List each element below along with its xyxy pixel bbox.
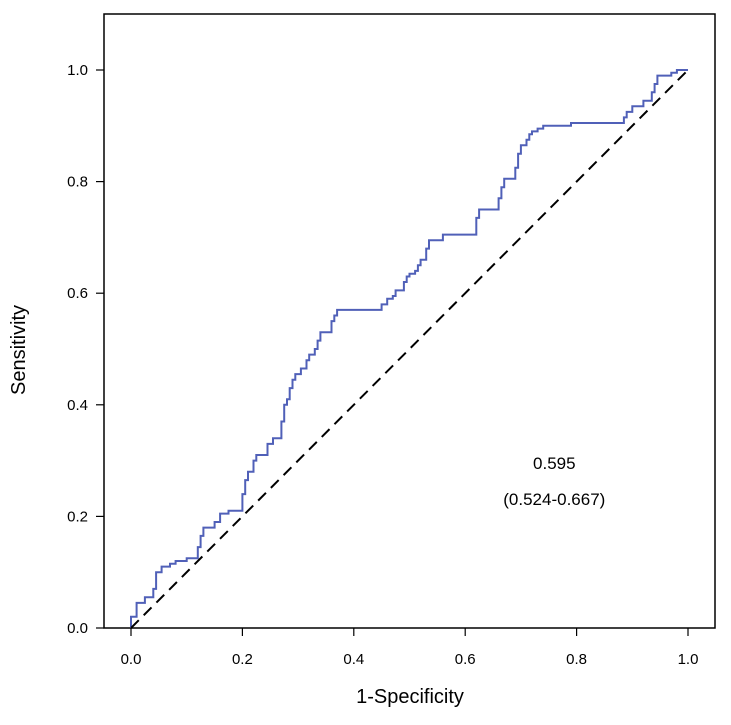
y-tick-label: 0.0 bbox=[67, 620, 88, 637]
x-axis-title: 1-Specificity bbox=[356, 686, 464, 708]
y-tick-label: 0.2 bbox=[67, 508, 88, 525]
x-axis-ticks: 0.0 0.2 0.4 0.6 0.8 1.0 bbox=[121, 628, 699, 668]
y-tick-label: 1.0 bbox=[67, 62, 88, 79]
y-axis-ticks: 0.0 0.2 0.4 0.6 0.8 1.0 bbox=[67, 62, 104, 637]
plot-frame bbox=[103, 13, 716, 629]
x-tick-label: 0.8 bbox=[566, 651, 587, 668]
reference-diagonal-line bbox=[130, 69, 689, 629]
y-tick-label: 0.8 bbox=[67, 174, 88, 191]
x-tick-label: 0.2 bbox=[232, 651, 253, 668]
x-tick-label: 1.0 bbox=[678, 651, 699, 668]
series-layer bbox=[130, 69, 689, 629]
y-tick-label: 0.6 bbox=[67, 285, 88, 302]
auc-value-label: 0.595 bbox=[533, 454, 576, 473]
y-tick-label: 0.4 bbox=[67, 397, 88, 414]
y-axis-title: Sensitivity bbox=[8, 305, 30, 395]
x-tick-label: 0.6 bbox=[455, 651, 476, 668]
roc-curve-line bbox=[130, 69, 688, 628]
x-tick-label: 0.0 bbox=[121, 651, 142, 668]
auc-ci-label: (0.524-0.667) bbox=[503, 490, 605, 509]
x-tick-label: 0.4 bbox=[343, 651, 364, 668]
